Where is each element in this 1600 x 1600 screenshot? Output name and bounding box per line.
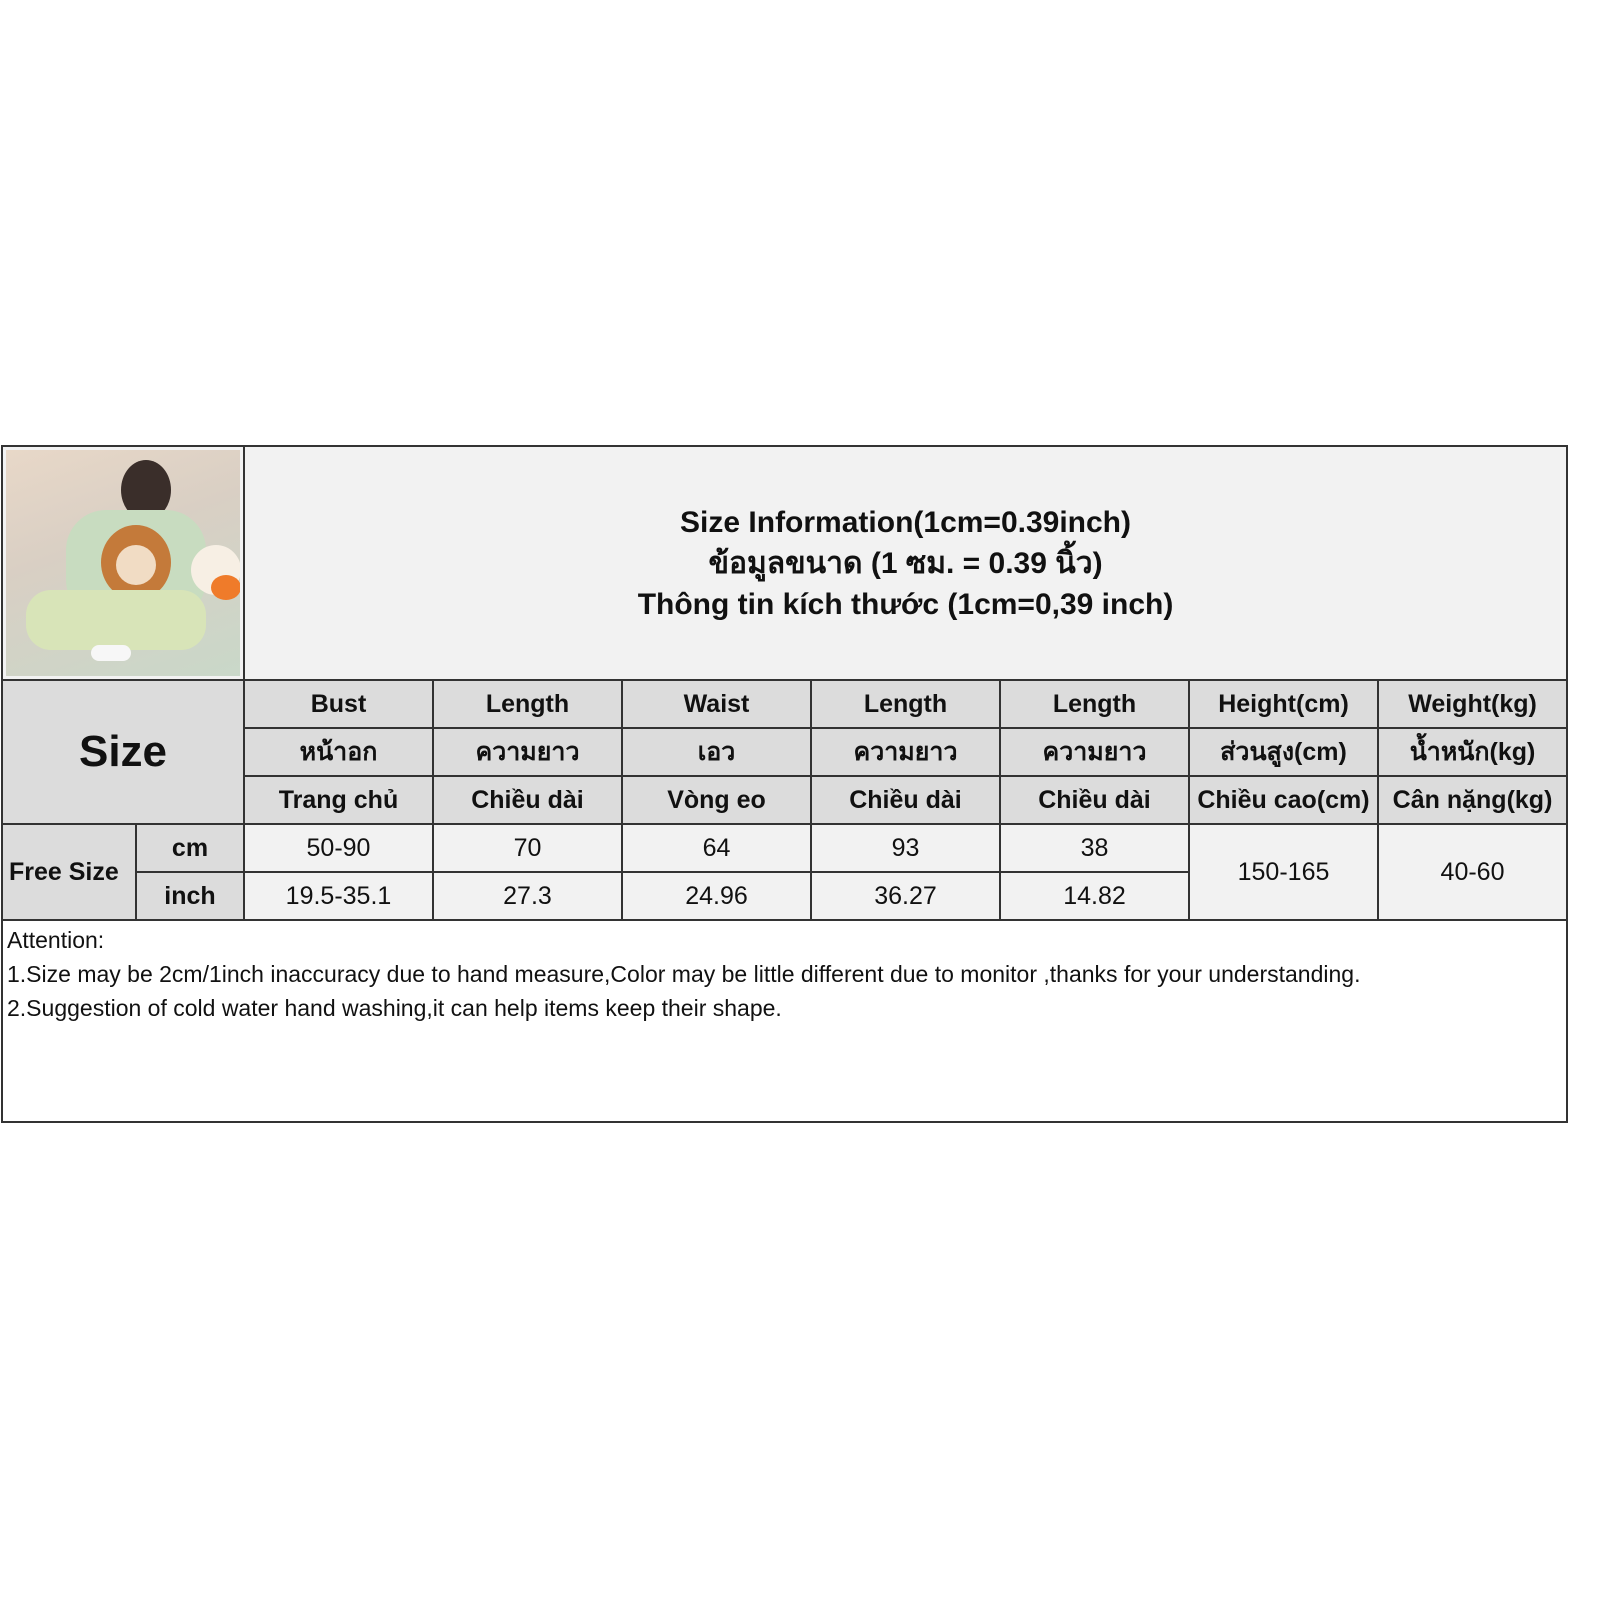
column-header-vi: Chiều cao(cm) bbox=[1188, 775, 1379, 825]
column-header-en: Waist bbox=[621, 679, 812, 729]
column-header-vi: Chiều dài bbox=[999, 775, 1190, 825]
table-row: Free Size cm 50-90 70 64 93 38 150-165 4… bbox=[1, 823, 1569, 921]
height-value: 150-165 bbox=[1188, 823, 1379, 921]
column-header-th: เอว bbox=[621, 727, 812, 777]
inch-value: 24.96 bbox=[621, 871, 812, 921]
column-header-en: Height(cm) bbox=[1188, 679, 1379, 729]
cm-value: 38 bbox=[999, 823, 1190, 873]
cm-value: 93 bbox=[810, 823, 1001, 873]
title-thai: ข้อมูลขนาด (1 ซม. = 0.39 นิ้ว) bbox=[708, 546, 1103, 580]
column-header-vi: Chiều dài bbox=[432, 775, 623, 825]
attention-notes: Attention: 1.Size may be 2cm/1inch inacc… bbox=[0, 919, 1569, 1123]
column-header-en: Length bbox=[999, 679, 1190, 729]
note-item: 2.Suggestion of cold water hand washing,… bbox=[7, 995, 782, 1021]
column-header-en: Weight(kg) bbox=[1376, 679, 1569, 729]
column-header-th: ส่วนสูง(cm) bbox=[1188, 727, 1379, 777]
column-header-vi: Cân nặng(kg) bbox=[1376, 775, 1569, 825]
unit-inch-label: inch bbox=[135, 871, 245, 921]
product-photo bbox=[6, 450, 240, 676]
column-header-vi: Trang chủ bbox=[243, 775, 434, 825]
table-row: inch 19.5-35.1 27.3 24.96 36.27 14.82 bbox=[2, 871, 1567, 921]
product-photo-cell bbox=[1, 445, 245, 681]
title-english: Size Information(1cm=0.39inch) bbox=[680, 505, 1131, 539]
column-header-en: Length bbox=[432, 679, 623, 729]
column-header-th: ความยาว bbox=[432, 727, 623, 777]
column-header-vi: Vòng eo bbox=[621, 775, 812, 825]
size-chart-table: Size Information(1cm=0.39inch) ข้อมูลขนา… bbox=[0, 445, 1569, 1123]
column-header-th: ความยาว bbox=[810, 727, 1001, 777]
note-item: 1.Size may be 2cm/1inch inaccuracy due t… bbox=[7, 961, 1361, 987]
attention-heading: Attention: bbox=[7, 927, 105, 953]
cm-value: 70 bbox=[432, 823, 623, 873]
inch-value: 36.27 bbox=[810, 871, 1001, 921]
cm-value: 50-90 bbox=[243, 823, 434, 873]
size-header: Size bbox=[1, 679, 245, 825]
inch-value: 27.3 bbox=[432, 871, 623, 921]
title-vietnamese: Thông tin kích thước (1cm=0,39 inch) bbox=[637, 587, 1174, 621]
size-information-title: Size Information(1cm=0.39inch) ข้อมูลขนา… bbox=[242, 445, 1569, 681]
cm-value: 64 bbox=[621, 823, 812, 873]
column-header-en: Bust bbox=[243, 679, 434, 729]
inch-value: 19.5-35.1 bbox=[243, 871, 434, 921]
column-header-th: น้ำหนัก(kg) bbox=[1376, 727, 1569, 777]
column-header-en: Length bbox=[810, 679, 1001, 729]
free-size-label: Free Size bbox=[1, 823, 137, 921]
column-header-th: ความยาว bbox=[999, 727, 1190, 777]
unit-cm-label: cm bbox=[135, 823, 245, 873]
inch-value: 14.82 bbox=[999, 871, 1190, 921]
weight-value: 40-60 bbox=[1376, 823, 1569, 921]
column-header-vi: Chiều dài bbox=[810, 775, 1001, 825]
column-header-th: หน้าอก bbox=[243, 727, 434, 777]
